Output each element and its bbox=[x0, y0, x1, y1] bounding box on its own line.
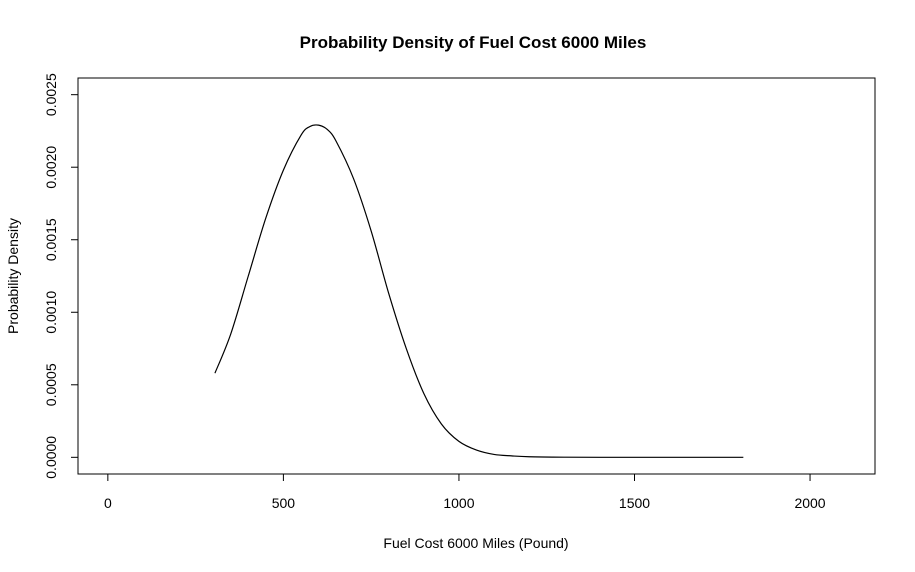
y-tick-label: 0.0025 bbox=[43, 73, 59, 116]
y-tick-label: 0.0015 bbox=[43, 218, 59, 261]
x-tick-label: 0 bbox=[104, 495, 112, 511]
density-curve bbox=[214, 124, 744, 458]
x-axis-label: Fuel Cost 6000 Miles (Pound) bbox=[383, 535, 568, 551]
chart-title: Probability Density of Fuel Cost 6000 Mi… bbox=[300, 33, 647, 52]
y-tick-label: 0.0000 bbox=[43, 436, 59, 479]
plot-frame bbox=[77, 77, 876, 475]
x-tick-label: 1500 bbox=[619, 495, 650, 511]
x-axis: 0 500 1000 1500 2000 bbox=[104, 473, 826, 511]
x-tick-label: 2000 bbox=[794, 495, 825, 511]
y-tick-label: 0.0020 bbox=[43, 146, 59, 189]
y-tick-label: 0.0010 bbox=[43, 291, 59, 334]
y-axis: 0.0000 0.0005 0.0010 0.0015 0.0020 0.0025 bbox=[43, 73, 79, 479]
y-axis-label: Probability Density bbox=[5, 218, 21, 334]
x-tick-label: 500 bbox=[272, 495, 296, 511]
y-tick-label: 0.0005 bbox=[43, 363, 59, 406]
x-tick-label: 1000 bbox=[443, 495, 474, 511]
